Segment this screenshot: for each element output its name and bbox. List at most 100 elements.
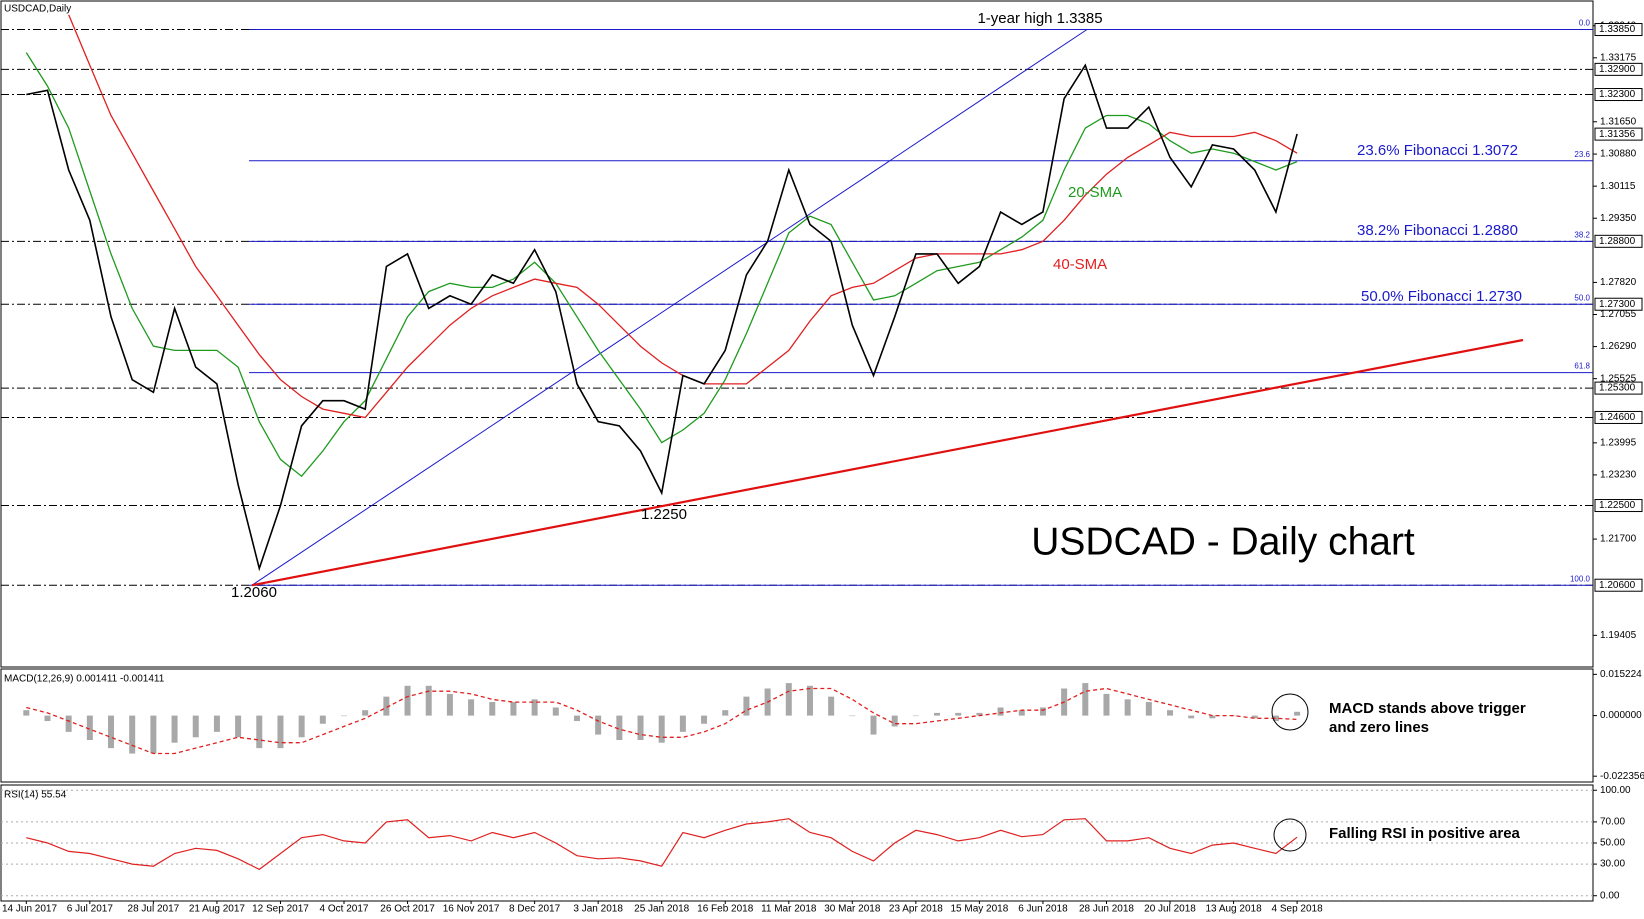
macd-bar — [828, 696, 835, 716]
macd-bar — [976, 712, 983, 716]
fib-label: 38.2 — [1574, 230, 1590, 239]
y-tick-label: 1.31650 — [1600, 116, 1637, 127]
x-tick-label: 3 Jan 2018 — [573, 904, 623, 915]
y-tick-label: -0.022356 — [1600, 771, 1644, 782]
level-label: 1.32900 — [1599, 64, 1636, 75]
y-tick-label: 1.25525 — [1600, 373, 1637, 384]
macd-bar — [849, 715, 856, 717]
macd-bar — [319, 715, 326, 724]
x-tick-label: 20 Jul 2018 — [1144, 904, 1196, 915]
macd-bar — [510, 702, 517, 716]
macd-bar — [213, 715, 220, 732]
macd-bar — [65, 715, 72, 732]
annotation: and zero lines — [1329, 719, 1429, 736]
macd-bar — [934, 712, 941, 716]
highlight-circle — [1273, 818, 1307, 852]
macd-bar — [425, 685, 432, 716]
level-box — [1594, 62, 1643, 76]
level-label: 1.33850 — [1599, 24, 1636, 35]
level-box — [1594, 578, 1643, 592]
pane-title: RSI(14) 55.54 — [4, 790, 67, 801]
annotation: 1.2060 — [231, 584, 277, 601]
pane-title: MACD(12,26,9) 0.001411 -0.001411 — [4, 674, 165, 685]
sma-line — [25, 52, 1298, 478]
y-tick-label: 1.30880 — [1600, 149, 1637, 160]
x-tick-label: 14 Jun 2017 — [2, 904, 57, 915]
annotation: USDCAD - Daily chart — [1031, 520, 1415, 563]
macd-bar — [785, 683, 792, 716]
y-tick-label: 50.00 — [1600, 838, 1625, 849]
y-tick-label: 1.29350 — [1600, 213, 1637, 224]
level-box — [1594, 499, 1643, 513]
support-trend-line — [251, 338, 1524, 587]
macd-bar — [1272, 715, 1279, 722]
y-tick-label: 1.33175 — [1600, 52, 1637, 63]
macd-bar — [108, 715, 115, 749]
x-tick-label: 15 May 2018 — [950, 904, 1008, 915]
macd-bar — [806, 685, 813, 716]
rsi-line — [26, 818, 1298, 871]
level-box — [1594, 88, 1643, 102]
level-label: 1.20600 — [1599, 580, 1636, 591]
y-tick-label: 1.30115 — [1600, 181, 1636, 192]
annotation: 1.2250 — [641, 506, 687, 523]
macd-bar — [1018, 710, 1025, 716]
annotation: 23.6% Fibonacci 1.3072 — [1357, 142, 1518, 159]
macd-bar — [171, 715, 178, 743]
y-tick-label: 30.00 — [1600, 859, 1625, 870]
x-tick-label: 12 Sep 2017 — [252, 904, 309, 915]
x-tick-label: 30 Mar 2018 — [824, 904, 881, 915]
x-tick-label: 26 Oct 2017 — [380, 904, 435, 915]
pane-title: USDCAD,Daily — [4, 4, 71, 15]
fib-label: 100.0 — [1570, 574, 1591, 583]
macd-bar — [383, 696, 390, 716]
fib-label: 61.8 — [1574, 362, 1590, 371]
macd-bar — [891, 715, 898, 727]
macd-bar — [129, 715, 136, 754]
macd-bar — [86, 715, 93, 740]
level-label: 1.32300 — [1599, 89, 1636, 100]
pane-frame — [0, 668, 1594, 783]
macd-bar — [679, 715, 686, 732]
macd-bar — [870, 715, 877, 735]
annotation: 38.2% Fibonacci 1.2880 — [1357, 222, 1518, 239]
y-tick-label: 1.27820 — [1600, 277, 1637, 288]
macd-bar — [616, 715, 623, 740]
highlight-circle — [1271, 693, 1309, 731]
x-tick-label: 16 Nov 2017 — [443, 904, 500, 915]
macd-bar — [298, 715, 305, 738]
macd-bar — [1251, 715, 1258, 719]
macd-bar — [192, 715, 199, 738]
macd-bar — [701, 715, 708, 724]
macd-bar — [912, 715, 919, 717]
macd-bar — [637, 715, 644, 740]
fib-label: 0.0 — [1579, 19, 1591, 28]
annotation: Falling RSI in positive area — [1329, 825, 1521, 842]
macd-bar — [595, 715, 602, 735]
sma-label: 20-SMA — [1068, 184, 1122, 201]
y-tick-label: 1.26290 — [1600, 341, 1637, 352]
y-tick-label: 0.015224 — [1600, 669, 1642, 680]
fib-trend-line — [251, 29, 1088, 586]
x-tick-label: 28 Jul 2017 — [128, 904, 180, 915]
pane-frame — [0, 0, 1594, 668]
x-tick-label: 25 Jan 2018 — [634, 904, 689, 915]
level-label: 1.25300 — [1599, 383, 1636, 394]
macd-bar — [277, 715, 284, 749]
y-tick-label: 1.21700 — [1600, 534, 1637, 545]
fib-label: 23.6 — [1574, 150, 1590, 159]
x-tick-label: 11 Mar 2018 — [761, 904, 817, 915]
y-tick-label: 1.27055 — [1600, 309, 1637, 320]
macd-bar — [1103, 693, 1110, 716]
x-tick-label: 21 Aug 2017 — [189, 904, 246, 915]
level-box — [1594, 234, 1643, 248]
y-tick-label: 100.00 — [1600, 785, 1631, 796]
level-label: 1.24600 — [1599, 412, 1636, 423]
fib-label: 50.0 — [1574, 293, 1590, 302]
level-label: 1.27300 — [1599, 299, 1636, 310]
macd-bar — [1124, 699, 1131, 716]
y-tick-label: 1.23230 — [1600, 470, 1637, 481]
price-box — [1594, 127, 1643, 141]
annotation: 1-year high 1.3385 — [977, 10, 1102, 27]
